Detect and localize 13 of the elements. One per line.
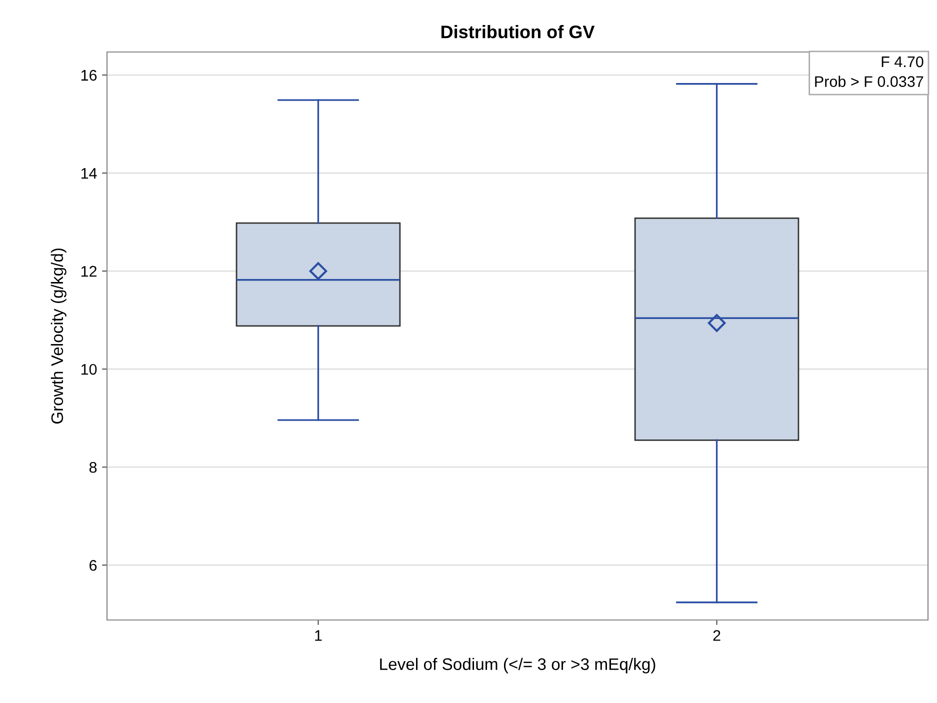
y-tick-label: 8 (89, 462, 97, 473)
chart-title: Distribution of GV (441, 25, 595, 38)
x-axis-title: Level of Sodium (</= 3 or >3 mEq/kg) (380, 658, 656, 674)
y-tick-label: 16 (81, 70, 97, 81)
y-tick-label: 14 (81, 168, 97, 179)
y-tick-label: 6 (90, 560, 97, 571)
y-tick-label: 10 (81, 364, 97, 375)
annotation: F 4.70 (882, 56, 924, 68)
y-axis-title: Growth Velocity (g/kg/d) (50, 248, 66, 424)
y-tick-label: 12 (81, 266, 97, 277)
x-tick-label: 2 (713, 630, 720, 641)
x-tick-label: 1 (315, 630, 322, 641)
annotation: Prob > F 0.0337 (815, 76, 924, 87)
